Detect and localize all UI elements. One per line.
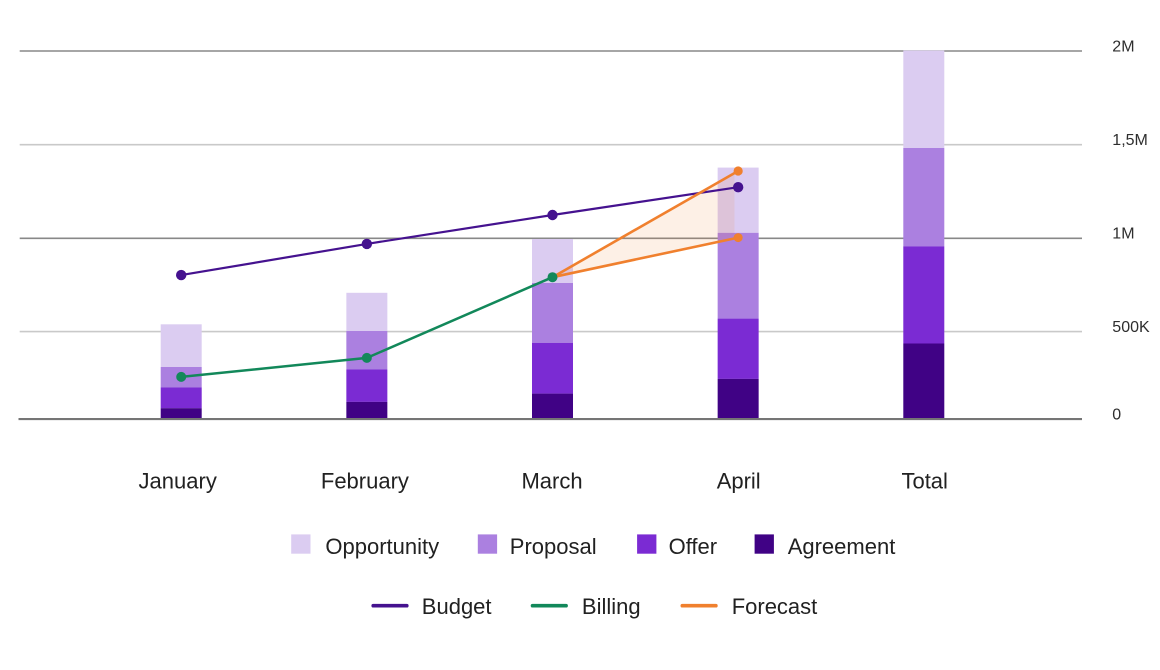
svg-text:Opportunity: Opportunity xyxy=(325,534,439,559)
svg-text:April: April xyxy=(717,468,761,493)
svg-text:0: 0 xyxy=(1112,407,1121,424)
svg-text:2M: 2M xyxy=(1112,38,1134,55)
svg-text:Proposal: Proposal xyxy=(510,534,597,559)
svg-text:1,5M: 1,5M xyxy=(1112,132,1148,149)
svg-text:February: February xyxy=(321,468,409,493)
svg-text:Forecast: Forecast xyxy=(732,594,818,619)
svg-text:1M: 1M xyxy=(1112,226,1134,243)
svg-text:500K: 500K xyxy=(1112,319,1150,336)
svg-text:Billing: Billing xyxy=(582,594,641,619)
svg-text:January: January xyxy=(139,468,217,493)
svg-text:Total: Total xyxy=(901,468,947,493)
svg-text:Agreement: Agreement xyxy=(788,534,896,559)
svg-text:Offer: Offer xyxy=(669,534,718,559)
svg-text:March: March xyxy=(521,468,582,493)
svg-text:Budget: Budget xyxy=(422,594,492,619)
